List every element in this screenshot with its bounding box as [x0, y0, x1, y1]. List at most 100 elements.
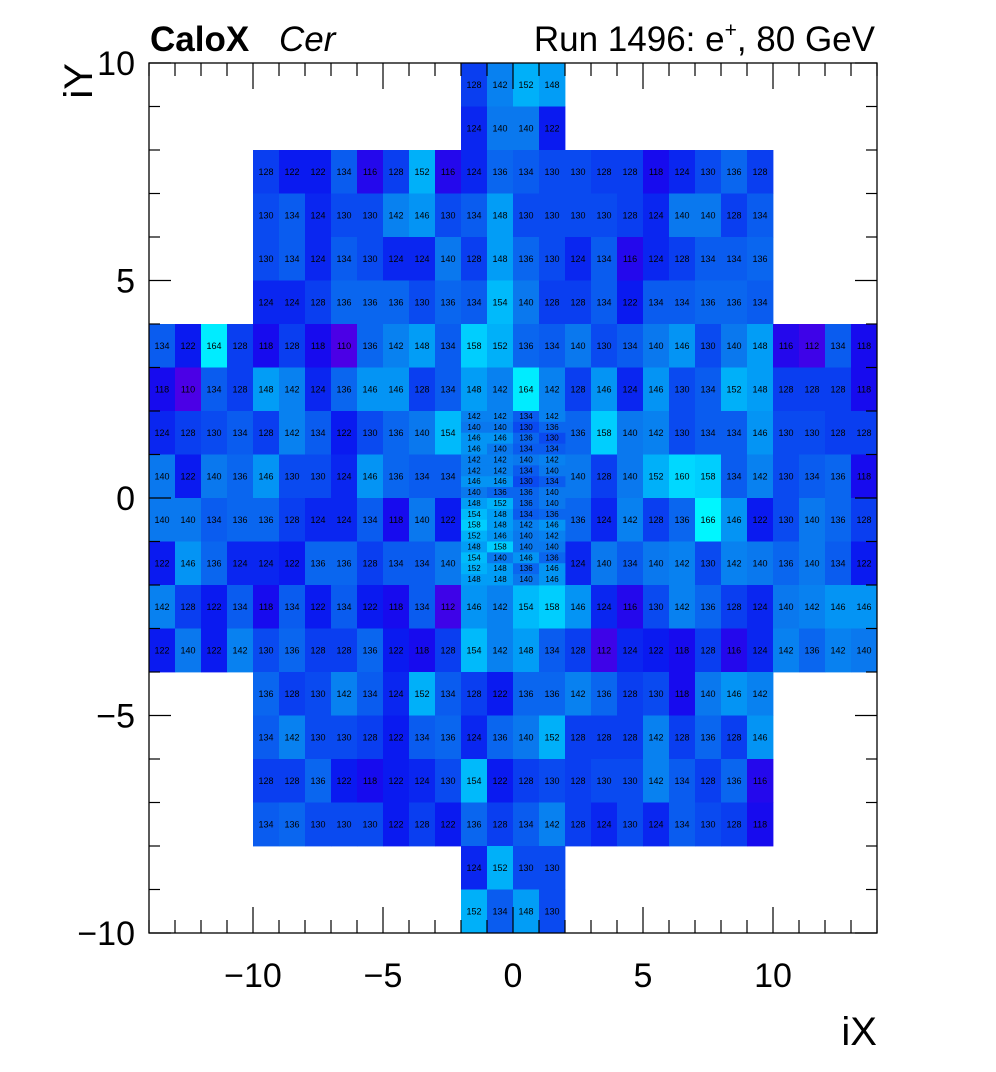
heatmap-cell [825, 498, 852, 542]
cell-value-label: 124 [284, 297, 299, 307]
cell-value-label: 136 [545, 510, 559, 519]
cell-value-label: 146 [467, 445, 481, 454]
heatmap-cell [643, 628, 670, 673]
cell-value-label: 118 [259, 602, 273, 612]
cell-value-label: 122 [284, 558, 299, 568]
cell-value-label: 122 [648, 645, 663, 655]
heatmap-cell [435, 715, 462, 760]
heatmap-cell [747, 454, 774, 499]
heatmap-cell [539, 411, 566, 423]
heatmap-cell [591, 759, 618, 803]
heatmap-cell [591, 541, 618, 586]
heatmap-cell [201, 411, 228, 455]
cell-value-label: 142 [752, 471, 767, 481]
cell-value-label: 128 [232, 384, 247, 394]
cell-value-label: 128 [466, 689, 481, 699]
cell-value-label: 118 [857, 341, 871, 351]
cell-value-label: 136 [726, 167, 741, 177]
cell-value-label: 142 [492, 602, 507, 612]
heatmap-cell [357, 628, 384, 673]
heatmap-cell [409, 715, 436, 760]
cell-value-label: 142 [388, 341, 403, 351]
heatmap-cell [539, 563, 566, 575]
cell-value-label: 148 [493, 510, 507, 519]
heatmap-cell [279, 628, 306, 673]
cell-value-label: 140 [519, 542, 533, 551]
heatmap-cell [591, 454, 618, 499]
cell-value-label: 136 [700, 297, 715, 307]
heatmap-cell [825, 367, 852, 412]
cell-value-label: 136 [778, 558, 793, 568]
cell-value-label: 158 [467, 521, 481, 530]
heatmap-cell [461, 411, 488, 423]
heatmap-cell [383, 672, 410, 716]
heatmap-cell [513, 106, 540, 151]
cell-value-label: 148 [467, 499, 481, 508]
cell-value-label: 130 [545, 434, 559, 443]
cell-value-label: 134 [258, 732, 273, 742]
heatmap-cell [175, 411, 202, 455]
heatmap-cell [227, 498, 254, 542]
heatmap-cell [227, 367, 254, 412]
heatmap-cell [305, 759, 332, 803]
heatmap-cell [461, 715, 488, 760]
cell-value-label: 130 [596, 341, 611, 351]
cell-value-label: 130 [336, 819, 351, 829]
heatmap-cell [435, 280, 462, 325]
heatmap-cell [513, 715, 540, 760]
heatmap-cell [487, 498, 514, 510]
cell-value-label: 134 [232, 602, 247, 612]
heatmap-cell [591, 498, 618, 542]
heatmap-cell [435, 454, 462, 499]
cell-value-label: 134 [752, 210, 767, 220]
heatmap-cell [851, 454, 878, 499]
cell-value-label: 130 [622, 819, 637, 829]
heatmap-cell [799, 541, 826, 586]
heatmap-cell [539, 106, 566, 151]
heatmap-cell [487, 530, 514, 542]
heatmap-cell [695, 237, 722, 281]
heatmap-cell [513, 672, 540, 716]
cell-value-label: 122 [388, 732, 403, 742]
heatmap-cell [565, 280, 592, 325]
heatmap-cell [643, 411, 670, 455]
heatmap-cell [539, 367, 566, 412]
heatmap-cell [461, 324, 488, 368]
cell-value-label: 134 [232, 428, 247, 438]
y-tick-label: 5 [116, 263, 135, 301]
cell-value-label: 134 [440, 341, 455, 351]
cell-value-label: 130 [778, 515, 793, 525]
cell-value-label: 140 [570, 471, 585, 481]
cell-value-label: 124 [648, 254, 663, 264]
heatmap-cell [279, 193, 306, 238]
heatmap-cell [747, 498, 774, 542]
cell-value-label: 128 [570, 776, 585, 786]
heatmap-cell [669, 193, 696, 238]
heatmap-cell [435, 324, 462, 368]
heatmap-cell [487, 889, 514, 934]
heatmap-cell [461, 432, 488, 445]
heatmap-cell [591, 672, 618, 716]
cell-value-label: 124 [596, 819, 611, 829]
heatmap-cell [643, 237, 670, 281]
cell-value-label: 124 [154, 428, 169, 438]
heatmap-cell [487, 63, 514, 107]
cell-value-label: 134 [700, 428, 715, 438]
cell-value-label: 142 [493, 412, 507, 421]
cell-value-label: 130 [700, 558, 715, 568]
heatmap-cell [513, 476, 540, 488]
cell-value-label: 128 [310, 645, 325, 655]
heatmap-cell [591, 193, 618, 238]
cell-value-label: 124 [570, 558, 585, 568]
y-tick-label: −10 [77, 915, 135, 953]
cell-value-label: 140 [180, 645, 195, 655]
cell-value-label: 128 [674, 732, 689, 742]
cell-value-label: 136 [752, 254, 767, 264]
cell-value-label: 152 [544, 732, 559, 742]
cell-value-label: 130 [570, 167, 585, 177]
heatmap-cell [149, 585, 176, 629]
heatmap-cell [669, 672, 696, 716]
cell-value-label: 128 [856, 515, 871, 525]
heatmap-cell [565, 541, 592, 586]
heatmap-cell [695, 628, 722, 673]
